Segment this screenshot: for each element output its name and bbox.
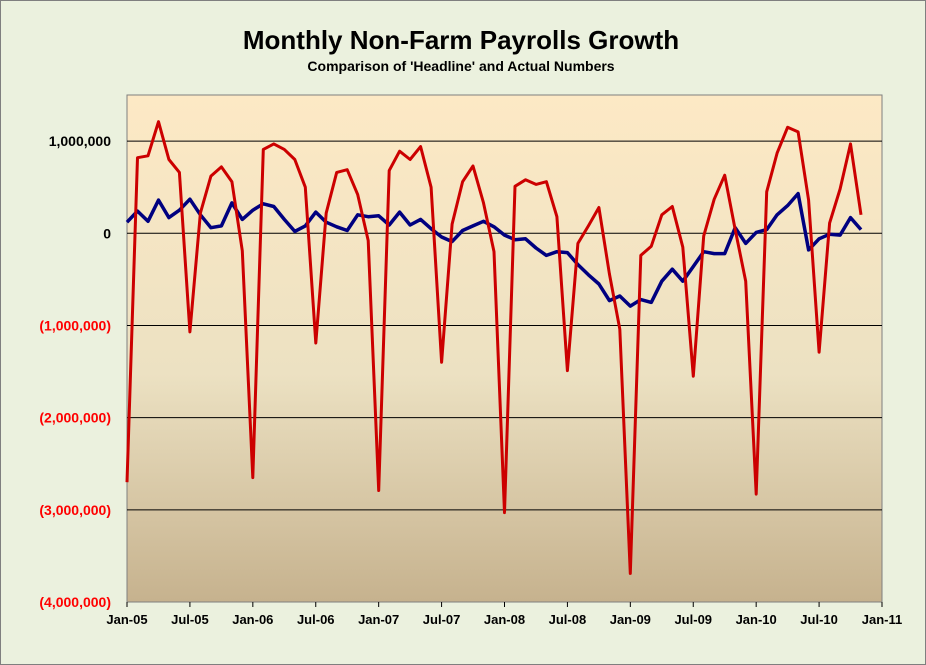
x-tick-label: Jan-10 (736, 612, 777, 627)
y-tick-label: 0 (103, 225, 111, 241)
x-tick-label: Jan-08 (484, 612, 525, 627)
x-tick-label: Jan-05 (106, 612, 147, 627)
x-tick-label: Jan-09 (610, 612, 651, 627)
y-tick-label: (3,000,000) (39, 502, 111, 518)
x-tick-label: Jan-07 (358, 612, 399, 627)
plot-area (126, 94, 883, 603)
y-tick-label: 1,000,000 (49, 133, 111, 149)
x-tick-label: Jul-07 (423, 612, 461, 627)
y-tick-label: (4,000,000) (39, 594, 111, 610)
chart-title: Monthly Non-Farm Payrolls Growth (242, 25, 680, 55)
x-tick-label: Jul-10 (800, 612, 838, 627)
y-tick-label: (2,000,000) (39, 410, 111, 426)
actual-series-line (125, 191, 863, 308)
x-tick-label: Jan-06 (232, 612, 273, 627)
x-tick-label: Jul-06 (297, 612, 335, 627)
chart-subtitle: Comparison of 'Headline' and Actual Numb… (307, 58, 615, 74)
x-tick-label: Jul-08 (549, 612, 587, 627)
x-tick-label: Jul-09 (674, 612, 712, 627)
x-tick-label: Jul-05 (171, 612, 209, 627)
series-lines (125, 120, 863, 575)
y-axis-labels: 1,000,000 0 (1,000,000) (2,000,000) (3,000,0… (39, 133, 111, 610)
headline-series-line (125, 120, 863, 575)
x-tick-label: Jan-11 (862, 612, 902, 627)
y-tick-label: (1,000,000) (39, 317, 111, 333)
x-axis-labels: Jan-05 Jul-05 Jan-06 Jul-06 Jan-07 Jul-07 Jan-… (106, 602, 902, 627)
